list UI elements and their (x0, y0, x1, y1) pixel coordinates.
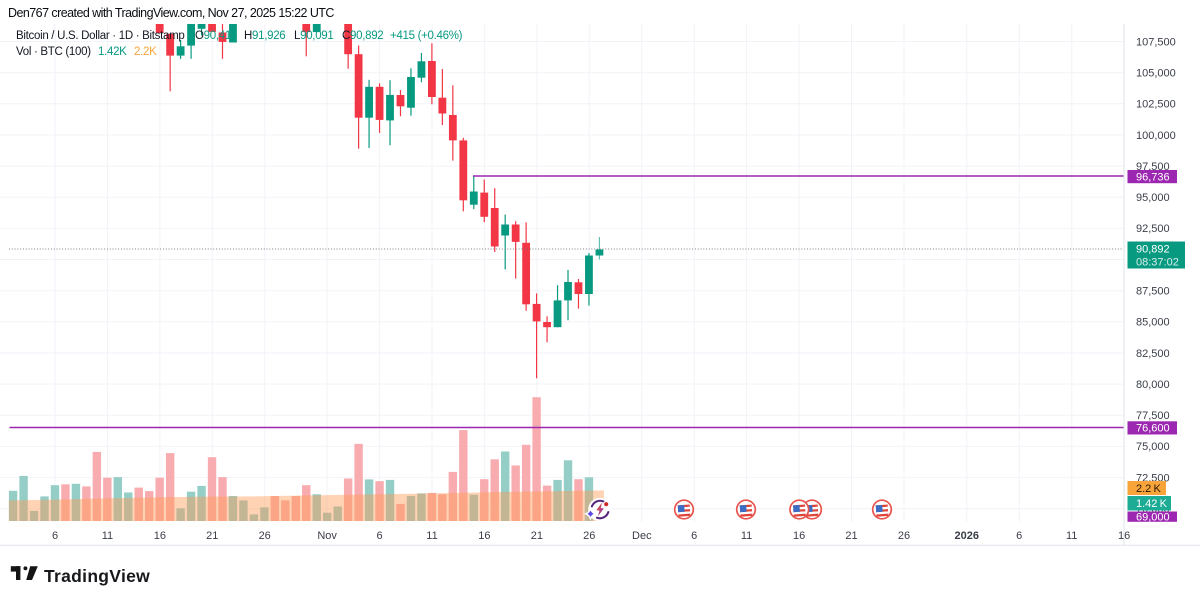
svg-text:107,500: 107,500 (1136, 36, 1176, 48)
svg-text:Nov: Nov (317, 530, 337, 542)
svg-text:6: 6 (1016, 530, 1022, 542)
svg-text:90,892: 90,892 (1136, 243, 1170, 255)
svg-text:11: 11 (426, 530, 437, 542)
svg-text:11: 11 (102, 530, 113, 542)
svg-text:21: 21 (531, 530, 543, 542)
svg-text:21: 21 (206, 530, 218, 542)
svg-text:95,000: 95,000 (1136, 192, 1170, 204)
svg-text:16: 16 (793, 530, 805, 542)
svg-text:Dec: Dec (632, 530, 652, 542)
svg-text:11: 11 (1066, 530, 1077, 542)
svg-text:16: 16 (478, 530, 490, 542)
svg-text:92,500: 92,500 (1136, 223, 1170, 235)
svg-text:97,500: 97,500 (1136, 161, 1170, 173)
svg-text:6: 6 (52, 530, 58, 542)
svg-text:77,500: 77,500 (1136, 410, 1170, 422)
svg-text:16: 16 (154, 530, 166, 542)
svg-text:11: 11 (741, 530, 752, 542)
svg-text:87,500: 87,500 (1136, 286, 1170, 298)
svg-text:100,000: 100,000 (1136, 130, 1176, 142)
svg-text:85,000: 85,000 (1136, 317, 1170, 329)
svg-text:76,600: 76,600 (1136, 423, 1170, 435)
svg-text:105,000: 105,000 (1136, 68, 1176, 80)
svg-text:82,500: 82,500 (1136, 348, 1170, 360)
svg-text:6: 6 (377, 530, 383, 542)
svg-text:2.2 K: 2.2 K (1136, 483, 1161, 495)
svg-text:16: 16 (1118, 530, 1130, 542)
svg-text:102,500: 102,500 (1136, 99, 1176, 111)
svg-text:75,000: 75,000 (1136, 441, 1170, 453)
svg-text:80,000: 80,000 (1136, 379, 1170, 391)
svg-text:1.42 K: 1.42 K (1136, 498, 1168, 510)
svg-text:69,000: 69,000 (1136, 511, 1170, 523)
svg-text:26: 26 (583, 530, 595, 542)
svg-text:2026: 2026 (955, 530, 979, 542)
svg-text:6: 6 (691, 530, 697, 542)
svg-text:21: 21 (845, 530, 857, 542)
svg-text:08:37:02: 08:37:02 (1136, 256, 1179, 268)
svg-text:96,736: 96,736 (1136, 171, 1170, 183)
svg-text:26: 26 (259, 530, 271, 542)
svg-text:26: 26 (898, 530, 910, 542)
